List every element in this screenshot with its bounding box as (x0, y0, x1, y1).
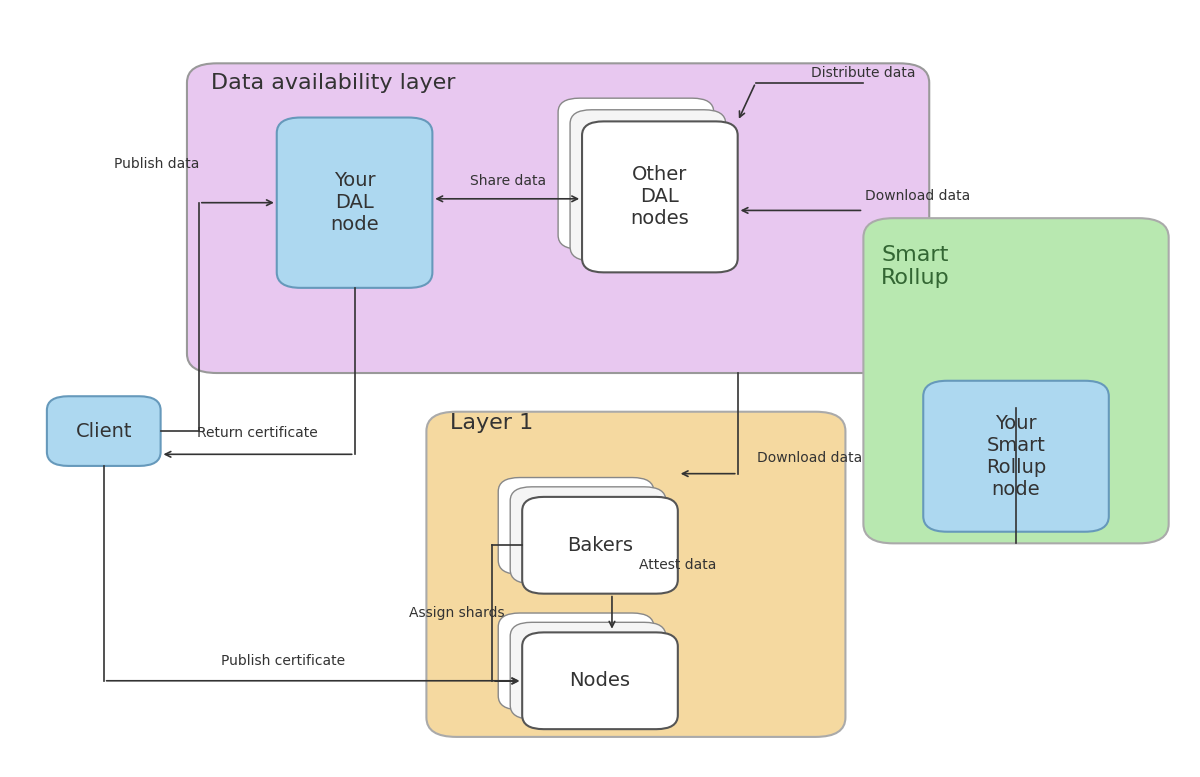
Text: Share data: Share data (469, 174, 546, 188)
Text: Publish data: Publish data (114, 157, 199, 171)
Text: Other
DAL
nodes: Other DAL nodes (630, 166, 689, 228)
FancyBboxPatch shape (923, 381, 1109, 531)
Text: Data availability layer: Data availability layer (211, 73, 456, 92)
FancyBboxPatch shape (582, 121, 738, 273)
FancyBboxPatch shape (522, 632, 678, 729)
Text: Publish certificate: Publish certificate (221, 654, 344, 668)
Text: Download data: Download data (757, 451, 862, 465)
Text: Your
DAL
node: Your DAL node (330, 171, 379, 234)
Text: Distribute data: Distribute data (811, 65, 916, 79)
Text: Client: Client (76, 422, 132, 441)
Text: Nodes: Nodes (570, 671, 630, 690)
FancyBboxPatch shape (498, 478, 654, 574)
Text: Your
Smart
Rollup
node: Your Smart Rollup node (986, 413, 1046, 499)
Text: Layer 1: Layer 1 (450, 413, 534, 434)
Text: Return certificate: Return certificate (197, 427, 318, 441)
FancyBboxPatch shape (187, 64, 929, 373)
FancyBboxPatch shape (498, 613, 654, 710)
FancyBboxPatch shape (426, 412, 846, 737)
Text: Download data: Download data (865, 190, 970, 204)
Text: Assign shards: Assign shards (408, 606, 504, 620)
FancyBboxPatch shape (570, 110, 726, 261)
FancyBboxPatch shape (863, 218, 1169, 543)
Text: Smart
Rollup: Smart Rollup (881, 246, 950, 288)
FancyBboxPatch shape (47, 396, 161, 466)
FancyBboxPatch shape (510, 622, 666, 719)
FancyBboxPatch shape (510, 487, 666, 584)
FancyBboxPatch shape (277, 117, 432, 287)
Text: Bakers: Bakers (568, 536, 634, 555)
Text: Attest data: Attest data (640, 558, 716, 572)
FancyBboxPatch shape (522, 497, 678, 594)
FancyBboxPatch shape (558, 98, 714, 249)
